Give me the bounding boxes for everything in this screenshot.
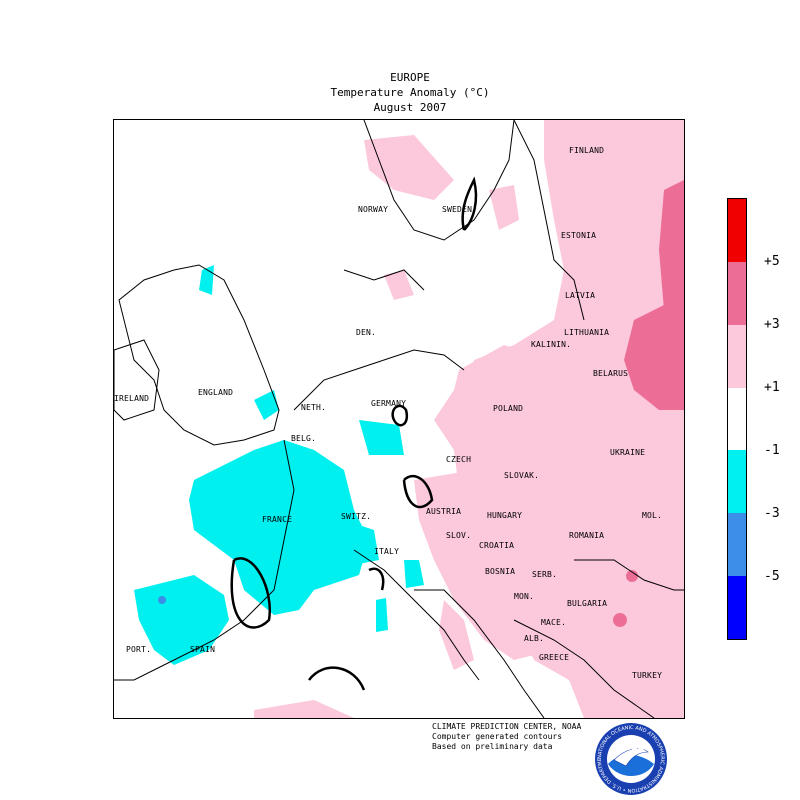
country-label: BELARUS	[593, 369, 629, 378]
country-label: CROATIA	[479, 541, 515, 550]
cold-anomaly-germany	[359, 420, 404, 455]
country-label: NORWAY	[358, 205, 389, 214]
country-label: PORT.	[126, 645, 152, 654]
legend-label: -1	[764, 443, 780, 458]
legend-label: +1	[764, 380, 780, 395]
country-label: ALB.	[524, 634, 545, 643]
country-label: LATVIA	[565, 291, 596, 300]
legend-band-cold-1-3	[728, 450, 746, 514]
cold-anomaly-spain	[134, 575, 229, 665]
color-scale-legend	[727, 198, 747, 640]
legend-band-cold-3-5	[728, 513, 746, 577]
legend-label: -5	[764, 569, 780, 584]
country-label: SLOV.	[446, 531, 472, 540]
country-label: GERMANY	[371, 399, 407, 408]
legend-band-warm-1-3	[728, 324, 746, 388]
country-label: POLAND	[493, 404, 524, 413]
legend-label: +3	[764, 317, 780, 332]
country-label: BOSNIA	[485, 567, 516, 576]
country-label: KALININ.	[531, 340, 572, 349]
legend-band-warm-3-5	[728, 261, 746, 325]
credit-footer: CLIMATE PREDICTION CENTER, NOAA Computer…	[432, 722, 581, 752]
country-label: LITHUANIA	[564, 328, 610, 337]
country-label: TURKEY	[632, 671, 663, 680]
country-label: ROMANIA	[569, 531, 605, 540]
country-label: BULGARIA	[567, 599, 608, 608]
noaa-logo: NATIONAL OCEANIC AND ATMOSPHERIC ADMINIS…	[591, 718, 668, 796]
zero-anomaly-contours	[230, 176, 478, 691]
country-label: SLOVAK.	[504, 471, 540, 480]
title-period: August 2007	[373, 101, 447, 114]
legend-band-warm-over-5	[728, 199, 746, 262]
warm-anomaly-sweden-east	[489, 185, 519, 230]
country-label: ENGLAND	[198, 388, 234, 397]
credit-line-method: Computer generated contours	[432, 732, 563, 741]
title-variable: Temperature Anomaly (°C)	[330, 86, 490, 99]
cold-strong-spain	[158, 596, 166, 604]
country-label: GREECE	[539, 653, 570, 662]
country-label: AUSTRIA	[426, 507, 462, 516]
country-label: FRANCE	[262, 515, 293, 524]
country-label: FINLAND	[569, 146, 605, 155]
country-label: ITALY	[374, 547, 400, 556]
cold-anomaly-england	[254, 390, 279, 420]
country-label: DEN.	[356, 328, 377, 337]
country-label: MOL.	[642, 511, 663, 520]
warm-anomaly-norway	[364, 135, 454, 200]
warm-anomaly-denmark	[384, 270, 414, 300]
country-label: SWITZ.	[341, 512, 372, 521]
map-canvas	[114, 120, 684, 718]
coastlines	[114, 120, 684, 718]
legend-label: +5	[764, 254, 780, 269]
legend-label: -3	[764, 506, 780, 521]
cold-anomaly-sardinia	[376, 598, 388, 632]
country-label: MACE.	[541, 618, 567, 627]
country-label: HUNGARY	[487, 511, 523, 520]
warm-strong-belarus	[624, 305, 684, 410]
legend-band-cold-over-5	[728, 576, 746, 640]
country-label: MON.	[514, 592, 535, 601]
cold-anomaly-france	[189, 440, 369, 615]
warm-strong-bulgaria	[626, 570, 638, 582]
anomaly-map: FINLAND NORWAY SWEDEN ESTONIA LATVIA LIT…	[113, 119, 685, 719]
warm-anomaly-italy-south	[439, 600, 474, 670]
country-label: CZECH	[446, 455, 472, 464]
warm-strong-romania	[613, 613, 627, 627]
warm-anomaly-poland	[434, 345, 574, 500]
country-label: ESTONIA	[561, 231, 597, 240]
country-label: SERB.	[532, 570, 558, 579]
title-region: EUROPE	[390, 71, 430, 84]
credit-line-source: CLIMATE PREDICTION CENTER, NOAA	[432, 722, 582, 731]
warm-strong-russia	[659, 180, 684, 320]
country-label: SWEDEN	[442, 205, 473, 214]
map-title-block: EUROPE Temperature Anomaly (°C) August 2…	[255, 70, 565, 115]
noaa-emblem: NATIONAL OCEANIC AND ATMOSPHERIC ADMINIS…	[591, 718, 667, 795]
country-label: UKRAINE	[610, 448, 646, 457]
credit-line-data: Based on preliminary data	[432, 742, 553, 751]
warm-anomaly-sicily	[254, 700, 354, 718]
country-label: BELG.	[291, 434, 317, 443]
country-label: IRELAND	[114, 394, 150, 403]
cold-anomaly-italy	[404, 560, 424, 588]
legend-band-neutral	[728, 387, 746, 451]
country-label: NETH.	[301, 403, 327, 412]
warm-anomaly-balkans	[414, 470, 564, 660]
cold-anomaly-alps	[344, 520, 379, 565]
country-label: SPAIN	[190, 645, 216, 654]
noaa-wordmark: NOAA	[618, 743, 644, 752]
cold-anomaly-scotland	[199, 265, 214, 295]
